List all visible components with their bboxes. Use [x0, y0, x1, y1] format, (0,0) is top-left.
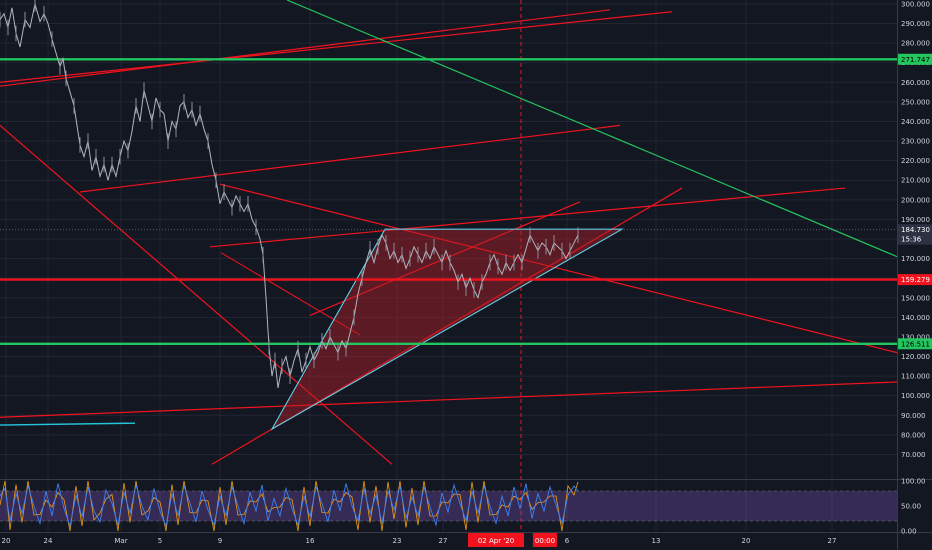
oscillator-pane	[0, 480, 897, 532]
price-tag: 184.730	[898, 224, 932, 236]
trendline	[209, 187, 846, 248]
osc-band	[0, 491, 897, 521]
osc-main-line	[0, 483, 579, 528]
trendline-green	[286, 0, 898, 258]
y-tick-label: 220.000	[901, 157, 930, 165]
y-tick-label: 200.000	[901, 196, 930, 204]
y-tick-label: 250.000	[901, 98, 930, 106]
date-highlight-box	[533, 533, 557, 547]
trendline	[309, 201, 581, 316]
trendline	[0, 381, 898, 418]
y-tick-label: 300.000	[901, 0, 930, 8]
y-tick-label: 210.000	[901, 177, 930, 185]
price-line	[0, 3, 579, 388]
price-tag-box	[898, 274, 932, 286]
x-tick-label: 16	[306, 537, 315, 545]
trendline	[219, 183, 898, 354]
y-tick-label: 280.000	[901, 40, 930, 48]
y-tick-label: 80.000	[901, 431, 926, 439]
trendline	[0, 124, 393, 465]
price-tag: 126.511	[898, 338, 932, 350]
x-tick-label: 23	[393, 537, 402, 545]
x-tick-label: 20	[2, 537, 11, 545]
price-tag: 271.747	[898, 53, 932, 65]
price-tag-label: 271.747	[901, 56, 930, 64]
osc-tick-label: 0.00	[901, 528, 917, 536]
y-tick-label: 170.000	[901, 255, 930, 263]
price-tag-box	[898, 224, 932, 236]
x-tick-label: 9	[218, 537, 222, 545]
price-series	[0, 0, 579, 388]
osc-tick-label: 50.00	[901, 503, 921, 511]
triangle-outline	[270, 228, 625, 431]
y-tick-label: 240.000	[901, 118, 930, 126]
x-tick-label: 24	[44, 537, 53, 545]
price-tag-label: 15:36	[901, 236, 922, 244]
y-tick-label: 130.000	[901, 333, 930, 341]
y-tick-label: 290.000	[901, 20, 930, 28]
y-tick-label: 120.000	[901, 353, 930, 361]
y-tick-label: 230.000	[901, 138, 930, 146]
trendline	[79, 124, 621, 193]
y-tick-label: 100.000	[901, 392, 930, 400]
date-highlight-label: 02 Apr '20	[478, 537, 514, 545]
price-tag-label: 184.730	[901, 226, 930, 234]
y-tick-label: 140.000	[901, 314, 930, 322]
price-tag: 15:36	[898, 233, 932, 245]
cyan-segment	[0, 422, 136, 426]
price-tag: 159.279	[898, 274, 932, 286]
date-highlight-label: 00:00	[535, 537, 555, 545]
osc-tick-label: 100.00	[901, 478, 926, 486]
y-tick-label: 90.000	[901, 412, 926, 420]
y-tick-label: 190.000	[901, 216, 930, 224]
y-tick-label: 260.000	[901, 79, 930, 87]
x-tick-label: 27	[828, 537, 837, 545]
x-tick-label: 20	[742, 537, 751, 545]
price-tag-box	[898, 338, 932, 350]
drawing-tools	[0, 0, 898, 531]
x-tick-label: Mar	[114, 537, 127, 545]
x-tick-label: 6	[565, 537, 570, 545]
y-tick-label: 70.000	[901, 451, 926, 459]
price-tag-label: 126.511	[901, 340, 930, 348]
trendline	[0, 11, 673, 83]
x-tick-label: 5	[158, 537, 162, 545]
y-tick-label: 110.000	[901, 373, 930, 381]
trendline	[0, 9, 611, 87]
date-highlight-box	[468, 533, 524, 547]
x-tick-label: 27	[439, 537, 448, 545]
x-tick-label: 13	[652, 537, 661, 545]
price-tag-box	[898, 233, 932, 245]
y-tick-label: 150.000	[901, 294, 930, 302]
price-tag-label: 159.279	[901, 276, 930, 284]
trendline	[220, 252, 361, 336]
price-tag-box	[898, 53, 932, 65]
